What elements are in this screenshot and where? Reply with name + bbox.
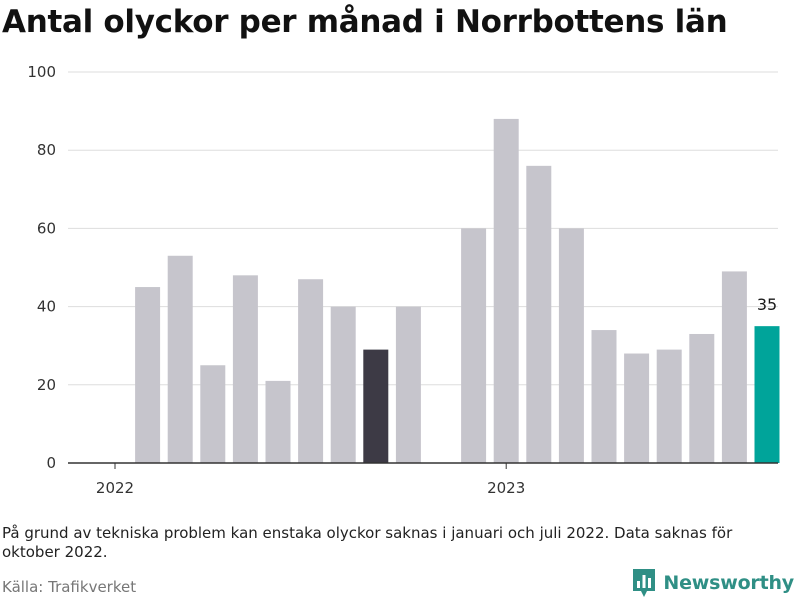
bar-2023-4[interactable] bbox=[591, 330, 617, 463]
bar-2022-8[interactable] bbox=[330, 306, 356, 463]
chart-title: Antal olyckor per månad i Norrbottens lä… bbox=[2, 4, 728, 40]
data-labels: 35 bbox=[757, 295, 777, 314]
bars bbox=[135, 118, 780, 464]
x-axis-ticks: 2022 2023 bbox=[96, 463, 525, 497]
bar-2023-2[interactable] bbox=[526, 165, 552, 463]
y-tick-label: 20 bbox=[37, 376, 56, 394]
bar-2022-7[interactable] bbox=[298, 279, 324, 463]
x-tick-label-2023: 2023 bbox=[487, 479, 525, 497]
bar-chart-logo-icon bbox=[633, 569, 656, 597]
bar-2022-6[interactable] bbox=[265, 380, 291, 463]
bar-2022-5[interactable] bbox=[232, 275, 258, 463]
bar-2023-6[interactable] bbox=[656, 349, 682, 463]
bar-2022-12[interactable] bbox=[461, 228, 487, 463]
bar-chart: 0 20 40 60 80 100 2022 2023 35 bbox=[27, 63, 780, 497]
x-tick-label-2022: 2022 bbox=[96, 479, 134, 497]
bar-2023-9[interactable] bbox=[754, 326, 780, 463]
footnote: På grund av tekniska problem kan enstaka… bbox=[2, 524, 733, 561]
brand-name: Newsworthy bbox=[663, 572, 794, 594]
y-axis-ticks: 0 20 40 60 80 100 bbox=[27, 63, 56, 472]
bar-2023-3[interactable] bbox=[558, 228, 584, 463]
bar-2022-3[interactable] bbox=[167, 255, 193, 463]
newsworthy-brand[interactable]: Newsworthy bbox=[632, 568, 794, 598]
bar-2023-1[interactable] bbox=[493, 118, 519, 464]
y-tick-label: 80 bbox=[37, 141, 56, 159]
bar-2023-7[interactable] bbox=[689, 333, 715, 463]
bar-2022-9[interactable] bbox=[363, 349, 389, 463]
bar-2023-5[interactable] bbox=[624, 353, 650, 463]
y-tick-label: 100 bbox=[27, 63, 56, 81]
latest-value-label: 35 bbox=[757, 295, 777, 314]
y-tick-label: 40 bbox=[37, 298, 56, 316]
bar-2022-4[interactable] bbox=[200, 365, 226, 463]
source-credit: Källa: Trafikverket bbox=[2, 578, 137, 596]
bar-2022-10[interactable] bbox=[395, 306, 421, 463]
y-tick-label: 60 bbox=[37, 219, 56, 237]
bar-2022-2[interactable] bbox=[135, 287, 161, 463]
bar-2023-8[interactable] bbox=[721, 271, 747, 463]
y-tick-label: 0 bbox=[46, 454, 56, 472]
